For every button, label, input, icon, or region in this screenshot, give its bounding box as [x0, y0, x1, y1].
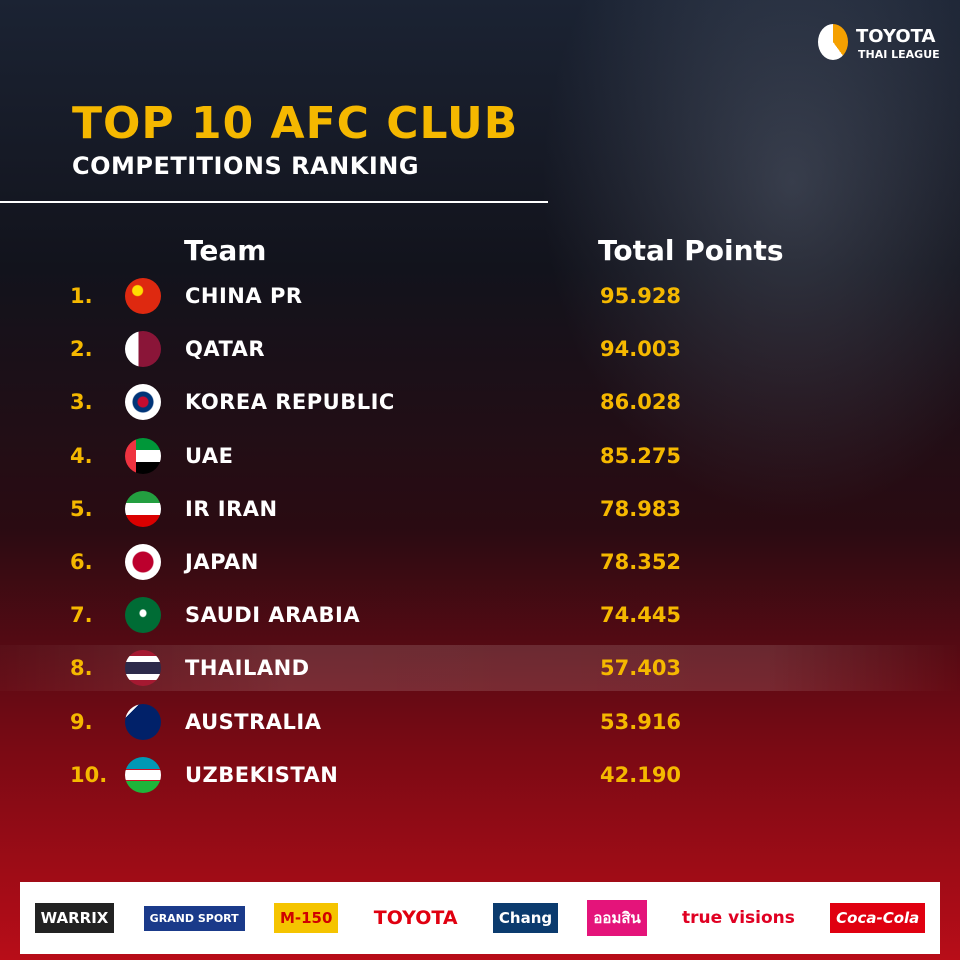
league-logo — [818, 24, 848, 60]
flag-icon — [125, 756, 161, 793]
total-points: 95.928 — [600, 284, 682, 308]
total-points: 78.352 — [600, 550, 682, 574]
total-points: 57.403 — [600, 656, 682, 681]
divider — [0, 201, 548, 203]
sponsor-logo: Chang — [492, 903, 559, 933]
title: TOP 10 AFC CLUB — [72, 98, 519, 149]
sponsor-logo: M-150 — [273, 903, 339, 933]
flag-icon — [125, 597, 161, 634]
team-name: CHINA PR — [185, 284, 303, 308]
flag-icon — [125, 650, 161, 687]
column-header: Team — [184, 234, 267, 267]
rank: 2. — [70, 337, 93, 362]
table-row: 1. CHINA PR 95.928 — [0, 273, 960, 319]
player-photo — [540, 0, 960, 520]
sponsor-logo: Coca-Cola — [830, 903, 926, 933]
table-row: 5. IR IRAN 78.983 — [0, 486, 960, 532]
rank: 8. — [70, 656, 93, 681]
rank: 10. — [70, 762, 108, 787]
team-name: JAPAN — [185, 550, 259, 574]
team-name: KOREA REPUBLIC — [185, 390, 395, 415]
table-row: 6. JAPAN 78.352 — [0, 539, 960, 585]
sponsor-bar: WARRIX GRAND SPORT M-150 TOYOTA Chang ออมสิน t… — [20, 882, 940, 954]
logo-text: TOYOTA — [856, 26, 936, 47]
rank: 6. — [70, 550, 93, 574]
table-row: 2. QATAR 94.003 — [0, 326, 960, 372]
sponsor-logo: true visions — [682, 908, 795, 928]
table-row: 9. AUSTRALIA 53.916 — [0, 699, 960, 745]
team-name: UAE — [185, 443, 234, 468]
sponsor-logo: GRAND SPORT — [143, 905, 245, 931]
total-points: 42.190 — [600, 762, 682, 787]
rank: 5. — [70, 496, 93, 521]
team-name: AUSTRALIA — [185, 709, 322, 734]
table-row: 10. UZBEKISTAN 42.190 — [0, 752, 960, 798]
flag-icon — [125, 490, 161, 527]
table-row: 8. THAILAND 57.403 — [0, 645, 960, 692]
sponsor-logo: ออมสิน — [587, 900, 647, 936]
team-name: THAILAND — [185, 656, 310, 681]
flag-icon — [125, 278, 161, 314]
rank: 9. — [70, 709, 93, 734]
flag-icon — [125, 384, 161, 421]
flag-icon — [125, 437, 161, 474]
table-row: 7. SAUDI ARABIA 74.445 — [0, 592, 960, 638]
rank: 4. — [70, 443, 93, 468]
subtitle: COMPETITIONS RANKING — [72, 152, 420, 180]
sponsor-logo: TOYOTA — [373, 907, 458, 929]
total-points: 74.445 — [600, 603, 682, 628]
team-name: QATAR — [185, 337, 266, 362]
flag-icon — [125, 331, 161, 368]
team-name: SAUDI ARABIA — [185, 603, 361, 628]
team-name: UZBEKISTAN — [185, 762, 339, 787]
team-name: IR IRAN — [185, 496, 278, 521]
sponsor-logo: WARRIX — [34, 903, 115, 933]
total-points: 86.028 — [600, 390, 682, 415]
total-points: 85.275 — [600, 443, 682, 468]
total-points: 53.916 — [600, 709, 682, 734]
total-points: 94.003 — [600, 337, 682, 362]
flag-icon — [125, 544, 161, 580]
rank: 3. — [70, 390, 93, 415]
flag-icon — [125, 703, 161, 740]
table-row: 3. KOREA REPUBLIC 86.028 — [0, 379, 960, 425]
rank: 1. — [70, 284, 93, 308]
logo-text: THAI LEAGUE — [858, 48, 940, 61]
table-row: 4. UAE 85.275 — [0, 433, 960, 479]
column-header: Total Points — [598, 234, 784, 267]
total-points: 78.983 — [600, 496, 682, 521]
rank: 7. — [70, 603, 93, 628]
